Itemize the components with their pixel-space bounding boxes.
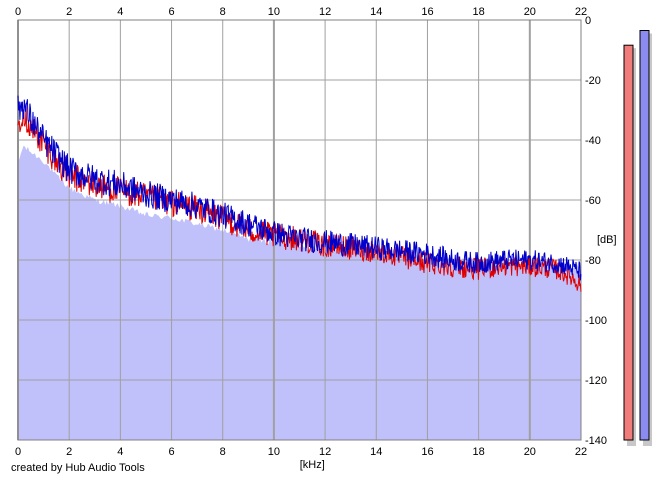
x-tick-label-top: 22 <box>575 6 587 18</box>
x-tick-label-bottom: 12 <box>319 446 331 458</box>
spectrum-fill <box>18 145 581 441</box>
y-tick-label: -80 <box>585 255 601 267</box>
x-axis-label: [kHz] <box>300 459 325 471</box>
y-tick-label: -140 <box>585 435 607 447</box>
x-tick-label-top: 16 <box>421 6 433 18</box>
y-tick-label: -60 <box>585 195 601 207</box>
credit-text: created by Hub Audio Tools <box>11 462 145 474</box>
x-tick-label-bottom: 8 <box>220 446 226 458</box>
x-tick-label-bottom: 6 <box>168 446 174 458</box>
x-tick-label-top: 12 <box>319 6 331 18</box>
x-tick-label-bottom: 10 <box>268 446 280 458</box>
x-tick-label-bottom: 16 <box>421 446 433 458</box>
grid-lines <box>17 19 582 441</box>
channel-traces <box>17 95 582 292</box>
level-meters <box>623 30 652 446</box>
x-tick-label-top: 14 <box>370 6 382 18</box>
right-channel-trace <box>17 95 582 281</box>
axis-labels: 002244668810101212141416161818202022220-… <box>15 6 617 471</box>
x-tick-label-top: 18 <box>473 6 485 18</box>
y-tick-label: -40 <box>585 135 601 147</box>
x-tick-label-top: 4 <box>117 6 123 18</box>
x-tick-label-bottom: 0 <box>15 446 21 458</box>
x-tick-label-top: 2 <box>66 6 72 18</box>
right-level-meter <box>639 30 650 441</box>
x-tick-label-bottom: 20 <box>524 446 536 458</box>
x-tick-label-top: 0 <box>15 6 21 18</box>
x-tick-label-top: 8 <box>220 6 226 18</box>
x-tick-label-top: 6 <box>168 6 174 18</box>
spectrum-fill-layer <box>18 145 581 441</box>
left-level-meter <box>623 44 634 441</box>
x-tick-label-bottom: 4 <box>117 446 123 458</box>
x-tick-label-top: 10 <box>268 6 280 18</box>
x-tick-label-bottom: 22 <box>575 446 587 458</box>
x-tick-label-bottom: 18 <box>473 446 485 458</box>
y-tick-label: 0 <box>585 15 591 27</box>
plot-border <box>17 19 582 441</box>
y-tick-label: -20 <box>585 75 601 87</box>
x-tick-label-bottom: 14 <box>370 446 382 458</box>
y-axis-label: [dB] <box>597 234 617 246</box>
x-tick-label-bottom: 2 <box>66 446 72 458</box>
y-tick-label: -120 <box>585 375 607 387</box>
x-tick-label-top: 20 <box>524 6 536 18</box>
y-tick-label: -100 <box>585 315 607 327</box>
